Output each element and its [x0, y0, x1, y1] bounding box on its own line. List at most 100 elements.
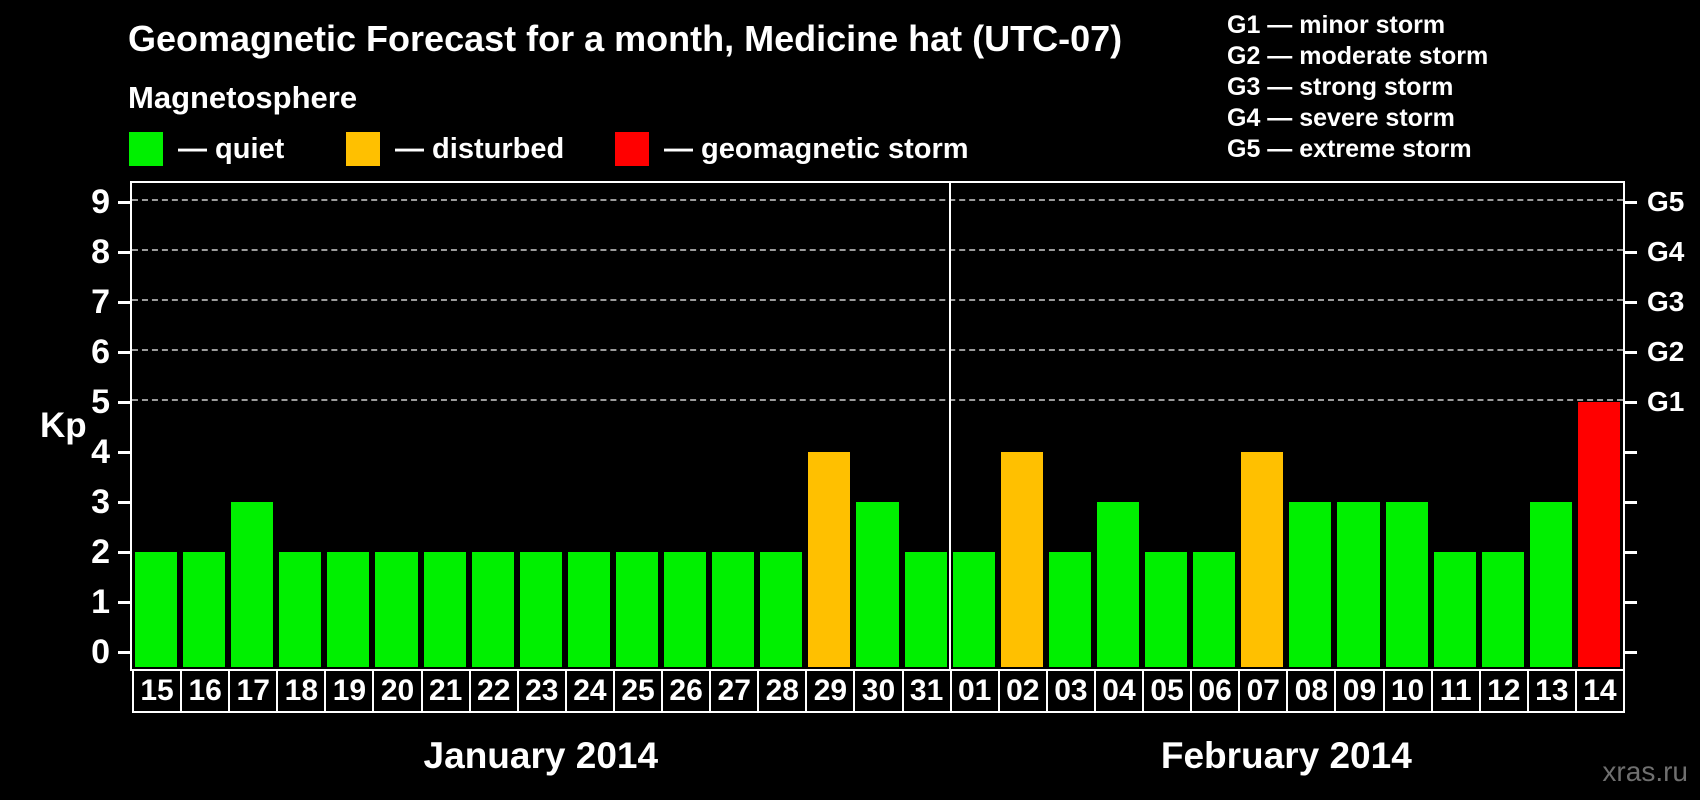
day-label-03: 03 [1045, 669, 1096, 713]
y-tick-label: 2 [91, 533, 110, 571]
gridline-kp9 [132, 199, 1623, 201]
kp-bar-day-26 [664, 552, 707, 667]
right-axis-tick [1624, 501, 1637, 504]
y-tick-label: 1 [91, 583, 110, 621]
right-axis-tick [1624, 551, 1637, 554]
day-label-18: 18 [276, 669, 327, 713]
right-axis-tick [1624, 651, 1637, 654]
right-axis-tick [1624, 201, 1637, 204]
y-axis-title: Kp [40, 406, 87, 445]
day-label-17: 17 [228, 669, 279, 713]
kp-bar-day-25 [615, 552, 659, 667]
g-scale-legend: G1 — minor storm G2 — moderate storm G3 … [1227, 10, 1488, 165]
month-label: February 2014 [1160, 735, 1412, 776]
right-axis-tick [1624, 301, 1637, 304]
legend-label: — geomagnetic storm [664, 132, 969, 165]
day-label-09: 09 [1334, 669, 1385, 713]
g-axis-label-G5: G5 [1647, 186, 1685, 217]
legend-item-disturbed: — disturbed [346, 132, 564, 166]
right-axis-tick [1624, 451, 1637, 454]
day-label-06: 06 [1190, 669, 1241, 713]
day-label-20: 20 [372, 669, 423, 713]
kp-bar-day-07 [1241, 452, 1284, 667]
day-label-21: 21 [420, 669, 471, 713]
legend-title: Magnetosphere [128, 80, 358, 115]
g-axis-label-G4: G4 [1647, 236, 1685, 267]
day-label-16: 16 [180, 669, 231, 713]
kp-bar-day-23 [519, 552, 562, 667]
day-label-04: 04 [1093, 669, 1145, 713]
y-tick-label: 8 [91, 233, 110, 271]
day-label-26: 26 [661, 669, 712, 713]
gridline-kp6 [132, 349, 1623, 351]
day-label-12: 12 [1478, 669, 1529, 713]
y-tick-label: 9 [91, 183, 110, 221]
kp-bar-day-16 [183, 552, 226, 667]
day-label-14: 14 [1574, 669, 1625, 713]
day-label-07: 07 [1238, 669, 1289, 713]
y-tick-label: 0 [91, 633, 110, 671]
right-axis-tick [1624, 601, 1637, 604]
right-axis-tick [1624, 251, 1637, 254]
watermark: xras.ru [1602, 756, 1688, 787]
day-label-15: 15 [132, 669, 183, 713]
g-axis-label-G2: G2 [1647, 336, 1685, 367]
day-label-10: 10 [1382, 669, 1433, 713]
kp-bar-day-15 [135, 552, 178, 667]
legend-label: — quiet [178, 132, 285, 165]
day-label-25: 25 [612, 669, 664, 713]
chart-title: Geomagnetic Forecast for a month, Medici… [128, 18, 1123, 59]
day-label-02: 02 [997, 669, 1048, 713]
day-label-29: 29 [805, 669, 856, 713]
kp-bar-day-13 [1529, 502, 1572, 667]
kp-bar-day-12 [1481, 552, 1524, 667]
kp-bar-day-29 [808, 452, 851, 667]
kp-bar-day-28 [760, 552, 803, 667]
g-legend-line: G4 — severe storm [1227, 104, 1455, 132]
y-tick-label: 7 [91, 283, 110, 321]
kp-bar-day-10 [1385, 502, 1428, 667]
kp-bar-day-01 [952, 552, 995, 667]
gridline-kp5 [132, 399, 1623, 401]
day-label-27: 27 [709, 669, 760, 713]
disturbed-swatch-icon [346, 132, 380, 166]
kp-bar-day-20 [375, 552, 418, 667]
legend-label: — disturbed [395, 132, 565, 165]
day-label-31: 31 [901, 669, 952, 713]
kp-bar-day-14 [1577, 402, 1620, 667]
kp-bar-day-31 [904, 552, 947, 667]
day-label-30: 30 [853, 669, 904, 713]
day-label-13: 13 [1526, 669, 1577, 713]
kp-bar-day-19 [327, 552, 370, 667]
kp-bar-day-27 [712, 552, 755, 667]
gridline-kp7 [132, 299, 1623, 301]
kp-bar-day-24 [567, 552, 610, 667]
day-label-22: 22 [468, 669, 519, 713]
g-legend-line: G3 — strong storm [1227, 73, 1454, 101]
kp-bar-day-17 [231, 502, 274, 667]
day-label-08: 08 [1286, 669, 1337, 713]
g-legend-line: G5 — extreme storm [1227, 135, 1472, 163]
day-label-11: 11 [1430, 669, 1481, 713]
day-label-01: 01 [949, 669, 1000, 713]
kp-bar-day-22 [471, 552, 514, 667]
g-axis-label-G1: G1 [1647, 386, 1685, 417]
day-label-19: 19 [324, 669, 375, 713]
kp-bar-day-04 [1096, 502, 1140, 667]
kp-bar-day-05 [1145, 552, 1188, 667]
plot-area [130, 181, 1625, 671]
day-label-24: 24 [564, 669, 615, 713]
quiet-swatch-icon [129, 132, 163, 166]
y-tick-label: 6 [91, 333, 110, 371]
gridline-kp8 [132, 249, 1623, 251]
day-label-05: 05 [1142, 669, 1193, 713]
kp-bar-day-18 [279, 552, 322, 667]
month-divider [948, 183, 951, 669]
legend-item-storm: — geomagnetic storm [615, 132, 969, 166]
right-axis-tick [1624, 351, 1637, 354]
kp-bar-day-03 [1048, 552, 1091, 667]
g-legend-line: G2 — moderate storm [1227, 42, 1489, 70]
month-label: January 2014 [423, 735, 659, 776]
y-tick-label: 3 [91, 483, 110, 521]
